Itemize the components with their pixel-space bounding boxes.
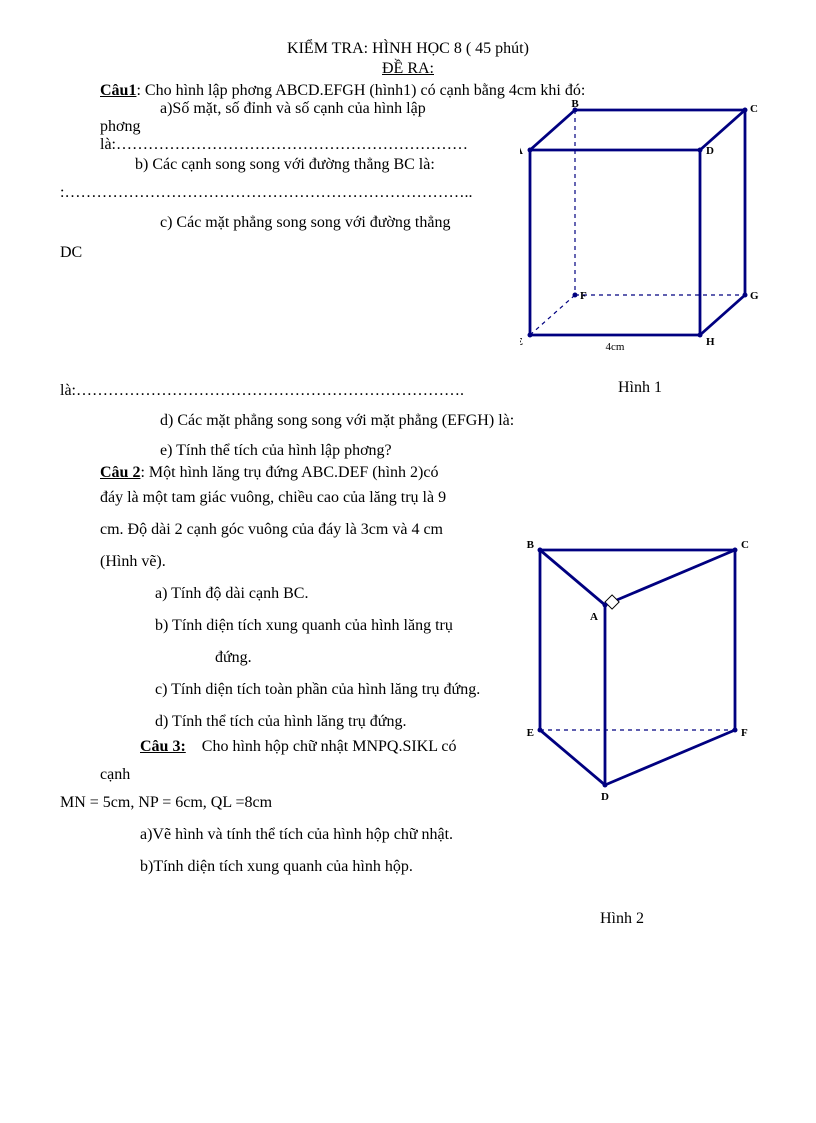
right-angle-marker: [605, 595, 619, 609]
q3-b: b)Tính diện tích xung quanh của hình hộp…: [140, 858, 413, 875]
figure-2-caption-wrap: Hình 2: [600, 910, 644, 928]
title-left: KIỂM TRA: HÌNH HỌC 8: [287, 40, 462, 57]
figure-2: B C A E F D: [520, 530, 760, 815]
label-C: C: [750, 103, 758, 115]
label-4cm: 4cm: [606, 341, 625, 353]
page: KIỂM TRA: HÌNH HỌC 8 ( 45 phút) ĐỀ RA: C…: [0, 0, 816, 1123]
label-A2: A: [590, 611, 598, 623]
cube-svg: B C A D F G E H 4cm: [520, 100, 760, 370]
q3-dims: MN = 5cm, NP = 6cm, QL =8cm: [60, 794, 272, 811]
q1-la2: là:……………………………………………………………….: [60, 382, 464, 399]
label-E2: E: [527, 727, 534, 739]
q1-dots: :…………………………………………………………………..: [60, 184, 472, 201]
q2-line3: cm. Độ dài 2 cạnh góc vuông của đáy là 3…: [100, 514, 530, 546]
figure-1: B C A D F G E H 4cm Hình 1: [520, 100, 760, 397]
edge-AB: [530, 110, 575, 150]
label-A: A: [520, 145, 523, 157]
edge-BA: [540, 550, 605, 605]
edge-EF: [530, 295, 575, 335]
edge-ED: [540, 730, 605, 785]
q2-line4: (Hình vẽ).: [100, 546, 530, 578]
label-B2: B: [527, 539, 535, 551]
q2-a: a) Tính độ dài cạnh BC.: [155, 578, 555, 610]
q1-label: Câu1: [100, 82, 136, 99]
prism-svg: B C A E F D: [520, 530, 760, 810]
label-F2: F: [741, 727, 748, 739]
title-right: ( 45 phút): [466, 40, 529, 57]
figure-2-caption: Hình 2: [600, 910, 644, 927]
page-title: KIỂM TRA: HÌNH HỌC 8 ( 45 phút): [60, 40, 756, 58]
q1-c: c) Các mặt phẳng song song với đường thẳ…: [160, 214, 450, 231]
subtitle-text: ĐỀ RA:: [382, 60, 434, 77]
q1-dc: DC: [60, 244, 82, 261]
edge-HG: [700, 295, 745, 335]
q1-e: e) Tính thể tích của hình lập phơng?: [160, 442, 392, 459]
q1-phong: phơng: [100, 118, 140, 135]
q2-line2: đáy là một tam giác vuông, chiều cao của…: [100, 482, 530, 514]
q1-d: d) Các mặt phẳng song song với mặt phẳng…: [160, 412, 514, 429]
edge-CA: [605, 550, 735, 605]
q1-b: Các cạnh song song với đường thẳng BC là…: [152, 156, 434, 173]
label-D: D: [706, 145, 714, 157]
label-F: F: [580, 290, 587, 302]
q2-prompt: : Một hình lăng trụ đứng ABC.DEF (hình 2…: [140, 464, 438, 481]
q3-prompt: Cho hình hộp chữ nhật MNPQ.SIKL có: [202, 738, 457, 755]
label-G: G: [750, 290, 759, 302]
q2-c: c) Tính diện tích toàn phần của hình lăn…: [155, 674, 555, 706]
label-E: E: [520, 336, 523, 348]
q2-b2: đứng.: [155, 642, 555, 674]
q1-prompt: : Cho hình lập phơng ABCD.EFGH (hình1) c…: [136, 82, 585, 99]
q3-label: Câu 3:: [140, 738, 186, 755]
edge-DC: [700, 110, 745, 150]
q3-canh: cạnh: [100, 766, 130, 783]
edge-DF: [605, 730, 735, 785]
page-subtitle: ĐỀ RA:: [60, 60, 756, 78]
label-D2: D: [601, 791, 609, 803]
q1-b-label: b): [135, 156, 152, 173]
label-H: H: [706, 336, 715, 348]
q2-label: Câu 2: [100, 464, 140, 481]
q1-la: là:…………………………………………………………: [100, 136, 468, 153]
q2-d: d) Tính thể tích của hình lăng trụ đứng.: [155, 706, 555, 738]
label-C2: C: [741, 539, 749, 551]
label-B: B: [571, 100, 579, 110]
q3-a: a)Vẽ hình và tính thể tích của hình hộp …: [140, 826, 453, 843]
figure-1-caption: Hình 1: [520, 379, 760, 397]
q2-b: b) Tính diện tích xung quanh của hình lă…: [155, 610, 555, 642]
q1-a: a)Số mặt, số đỉnh và số cạnh của hình lậ…: [160, 100, 426, 117]
